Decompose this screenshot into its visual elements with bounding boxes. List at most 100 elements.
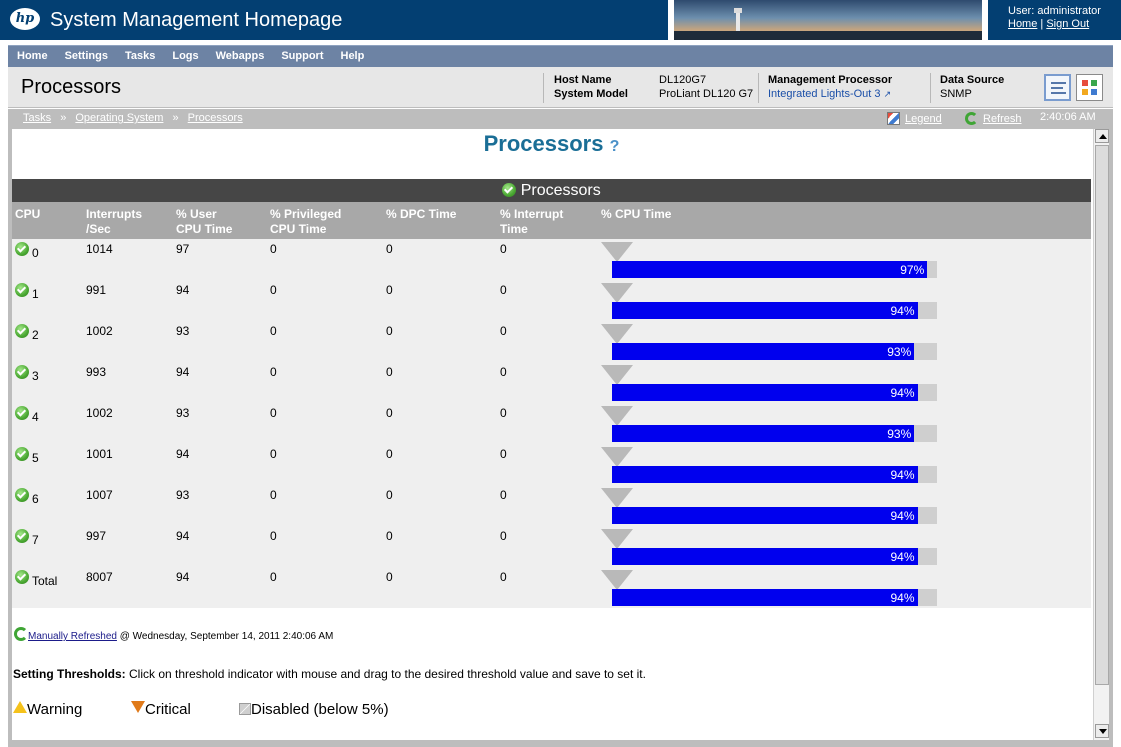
cpu-cell: 2 (15, 324, 39, 342)
dpc-time-cell: 0 (386, 283, 393, 297)
col-interrupt-time: % Interrupt Time (500, 207, 563, 237)
threshold-triangle-icon[interactable] (601, 488, 633, 508)
ok-check-icon (15, 406, 29, 420)
scroll-thumb[interactable] (1095, 145, 1109, 685)
nav-logs[interactable]: Logs (172, 50, 199, 62)
cpu-cell: 3 (15, 365, 39, 383)
cpu-cell: 6 (15, 488, 39, 506)
cpu-bar-track: 97% (612, 261, 937, 278)
sign-out-link[interactable]: Sign Out (1046, 18, 1090, 30)
page-title: Processors (21, 76, 122, 98)
interrupts-cell: 1002 (86, 406, 113, 420)
col-dpc-time: % DPC Time (386, 207, 457, 221)
legend-disabled-label: Disabled (below 5%) (251, 701, 389, 718)
vertical-scrollbar[interactable] (1093, 129, 1109, 740)
interrupt-time-cell: 0 (500, 447, 507, 461)
table-row: 4 1002 93 0 0 0 93% (12, 403, 1091, 444)
threshold-triangle-icon[interactable] (601, 447, 633, 467)
frame-left (8, 129, 12, 740)
warning-icon (13, 701, 27, 713)
threshold-triangle-icon[interactable] (601, 406, 633, 426)
col-cpu: CPU (15, 207, 41, 221)
col-priv-line1: % Privileged (270, 207, 342, 221)
host-name-value: DL120G7 (659, 74, 707, 86)
threshold-triangle-icon[interactable] (601, 242, 633, 262)
threshold-triangle-icon[interactable] (601, 529, 633, 549)
interrupt-time-cell: 0 (500, 529, 507, 543)
help-icon[interactable]: ? (609, 138, 620, 155)
table-title-bar: Processors (12, 179, 1091, 202)
cpu-id: 7 (32, 533, 39, 547)
list-view-icon[interactable] (1044, 74, 1071, 101)
nav-help[interactable]: Help (340, 50, 365, 62)
cpu-id: 5 (32, 451, 39, 465)
scroll-up-arrow-icon[interactable] (1095, 129, 1109, 143)
legend-warning: Warning (13, 701, 82, 718)
cpu-cell: 4 (15, 406, 39, 424)
data-source: Data Source SNMP (940, 73, 1004, 101)
app-title: System Management Homepage (50, 9, 343, 31)
nav-support[interactable]: Support (281, 50, 324, 62)
manually-refreshed-link[interactable]: Manually Refreshed (28, 631, 117, 642)
dpc-time-cell: 0 (386, 365, 393, 379)
breadcrumb-operating-system[interactable]: Operating System (75, 112, 164, 124)
divider (543, 73, 544, 103)
refresh-icon (965, 112, 978, 125)
col-interrupts: Interrupts /Sec (86, 207, 142, 237)
refresh-link[interactable]: Refresh (983, 113, 1022, 125)
divider (758, 73, 759, 103)
host-labels: Host Name System Model (554, 73, 628, 101)
threshold-triangle-icon[interactable] (601, 324, 633, 344)
col-user-line2: CPU Time (176, 222, 233, 236)
cpu-bar-fill: 97% (612, 261, 928, 278)
table-row: 0 1014 97 0 0 0 97% (12, 239, 1091, 280)
threshold-triangle-icon[interactable] (601, 283, 633, 303)
host-name-label: Host Name (554, 74, 612, 86)
tile-view-icon[interactable] (1076, 74, 1103, 101)
hp-logo[interactable]: hp (10, 8, 40, 30)
frame-right (1109, 129, 1113, 740)
interrupts-cell: 1001 (86, 447, 113, 461)
cpu-bar-track: 94% (612, 466, 937, 483)
cpu-bar-fill: 94% (612, 384, 918, 401)
banner-land (674, 31, 982, 40)
threshold-triangle-icon[interactable] (601, 570, 633, 590)
interrupts-cell: 1007 (86, 488, 113, 502)
ok-check-icon (15, 570, 29, 584)
privileged-time-cell: 0 (270, 488, 277, 502)
scroll-down-arrow-icon[interactable] (1095, 724, 1109, 738)
cpu-bar-track: 93% (612, 343, 937, 360)
ok-check-icon (15, 365, 29, 379)
table-title: Processors (520, 182, 601, 199)
thresholds-note: Setting Thresholds: Click on threshold i… (13, 667, 646, 681)
system-model-value: ProLiant DL120 G7 (659, 88, 754, 100)
nav-list: Home Settings Tasks Logs Webapps Support… (8, 46, 1113, 68)
nav-tasks[interactable]: Tasks (124, 50, 156, 62)
breadcrumb-tasks[interactable]: Tasks (23, 112, 52, 124)
breadcrumb-processors[interactable]: Processors (187, 112, 243, 124)
interrupts-cell: 1014 (86, 242, 113, 256)
nav-settings[interactable]: Settings (64, 50, 108, 62)
refresh-icon[interactable] (14, 627, 28, 641)
nav-home[interactable]: Home (17, 50, 48, 62)
lighthouse-tower (736, 11, 740, 31)
lighthouse-lamp (734, 8, 742, 13)
dpc-time-cell: 0 (386, 447, 393, 461)
ilo-link[interactable]: Integrated Lights-Out 3 (768, 88, 881, 100)
privileged-time-cell: 0 (270, 570, 277, 584)
dpc-time-cell: 0 (386, 529, 393, 543)
cpu-bar-fill: 94% (612, 589, 918, 606)
nav-webapps[interactable]: Webapps (215, 50, 265, 62)
legend-icon (887, 112, 900, 125)
thresholds-text: Click on threshold indicator with mouse … (129, 667, 646, 681)
privileged-time-cell: 0 (270, 365, 277, 379)
legend-warning-label: Warning (27, 701, 83, 718)
cpu-cell: 5 (15, 447, 39, 465)
legend-link[interactable]: Legend (905, 113, 942, 125)
home-link[interactable]: Home (1008, 18, 1038, 30)
dpc-time-cell: 0 (386, 242, 393, 256)
table-row: 2 1002 93 0 0 0 93% (12, 321, 1091, 362)
cpu-cell: 0 (15, 242, 39, 260)
data-source-value: SNMP (940, 88, 972, 100)
threshold-triangle-icon[interactable] (601, 365, 633, 385)
